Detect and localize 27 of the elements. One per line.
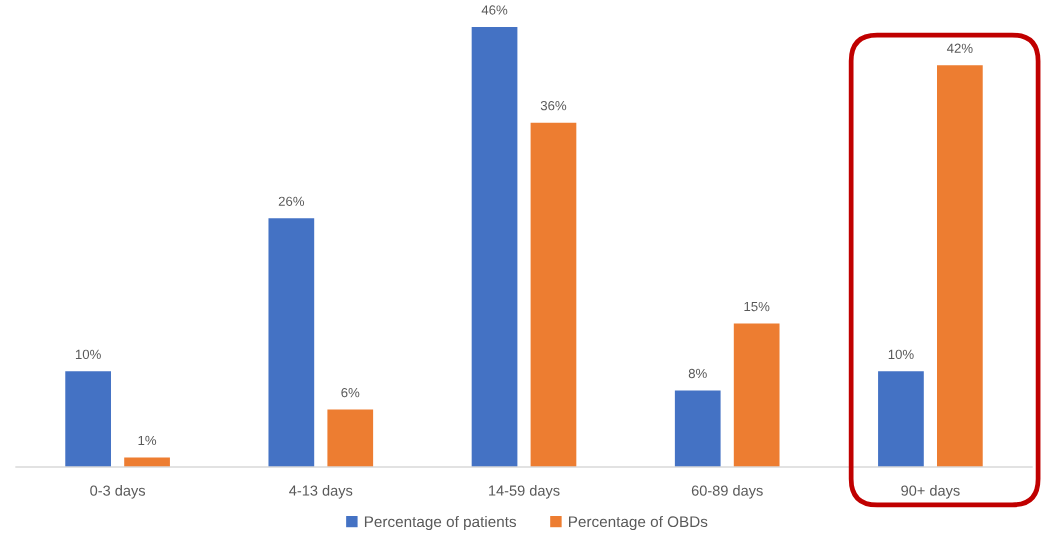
data-label: 36% — [540, 100, 567, 111]
data-label: 42% — [946, 43, 973, 53]
bar — [124, 457, 170, 467]
data-label: 6% — [341, 387, 360, 398]
data-label: 26% — [278, 196, 305, 206]
data-label: 1% — [138, 435, 157, 446]
x-tick-label: 0-3 days — [90, 485, 146, 499]
x-tick-label: 90+ days — [901, 485, 960, 499]
bar — [268, 218, 315, 467]
x-tick-label: 14-59 days — [489, 485, 560, 499]
legend-label: Percentage of OBDs — [569, 515, 708, 531]
x-tick-label: 4-13 days — [289, 485, 353, 499]
data-label: 8% — [688, 368, 707, 379]
data-label: 10% — [75, 349, 101, 360]
bar — [65, 371, 111, 467]
x-tick-label: 60-89 days — [691, 485, 763, 499]
bar — [878, 371, 924, 467]
bar — [733, 323, 780, 467]
bar — [937, 65, 983, 467]
data-label: 10% — [888, 349, 914, 360]
bar — [530, 122, 577, 467]
bar — [327, 409, 374, 467]
bar — [471, 27, 518, 467]
bar — [674, 390, 721, 467]
data-label: 46% — [481, 5, 508, 15]
data-label: 15% — [744, 301, 770, 312]
legend-label: Percentage of patients — [364, 515, 517, 531]
